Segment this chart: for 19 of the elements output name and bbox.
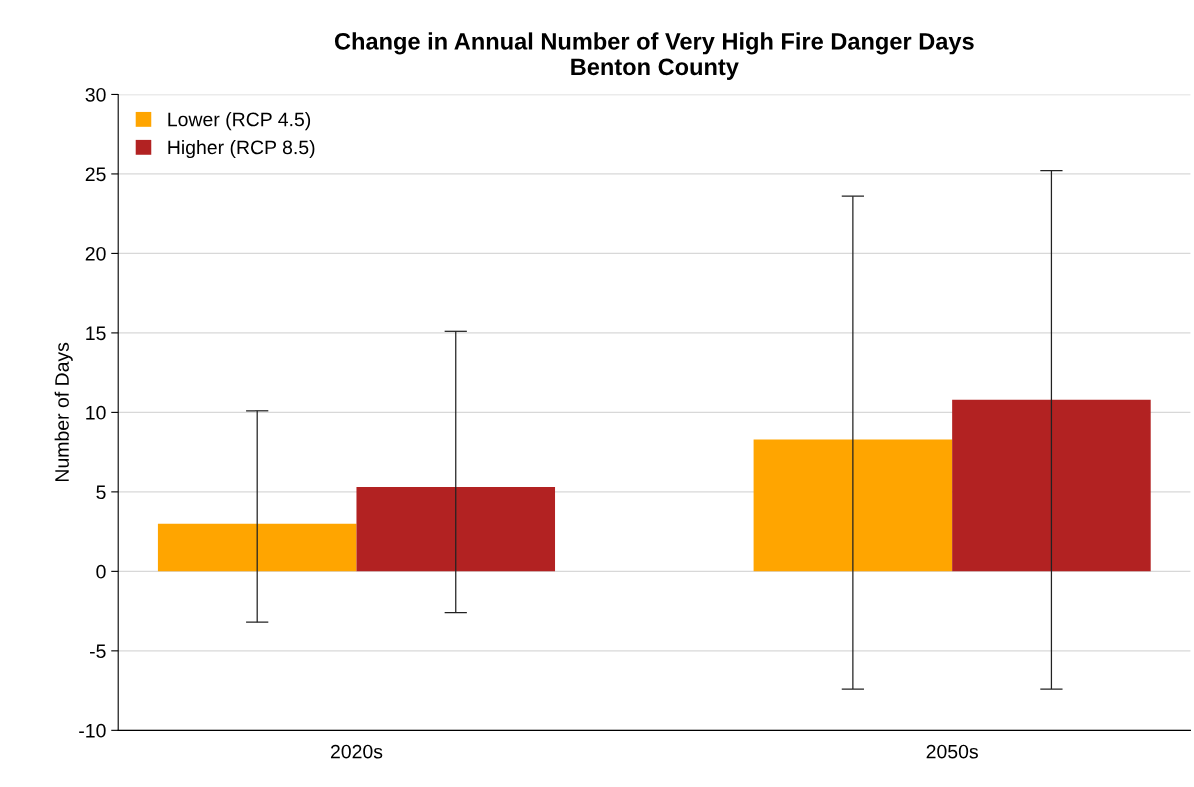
y-tick-label: 30 xyxy=(85,87,106,102)
y-tick-label: -10 xyxy=(79,723,106,738)
y-tick-label: 10 xyxy=(86,405,106,420)
y-tick-label: 5 xyxy=(96,485,106,500)
y-tick-label: 20 xyxy=(85,246,106,261)
legend-label: Higher (RCP 8.5) xyxy=(168,139,315,159)
legend-label: Lower (RCP 4.5) xyxy=(168,112,311,131)
bar xyxy=(753,439,953,572)
bar xyxy=(952,399,1151,572)
bar xyxy=(157,523,357,572)
chart-title: Change in Annual Number of Very High Fire Danger Days Benton County xyxy=(334,32,974,80)
bar xyxy=(356,487,556,572)
x-tick-label: 2050s xyxy=(926,744,978,759)
y-tick-label: -5 xyxy=(89,644,106,659)
y-tick-label: 25 xyxy=(85,167,106,182)
y-tick-label: 0 xyxy=(96,564,106,579)
x-tick-label: 2020s xyxy=(330,744,383,759)
y-tick-label: 15 xyxy=(86,326,106,341)
y-axis-title: Number of Days xyxy=(54,342,73,482)
